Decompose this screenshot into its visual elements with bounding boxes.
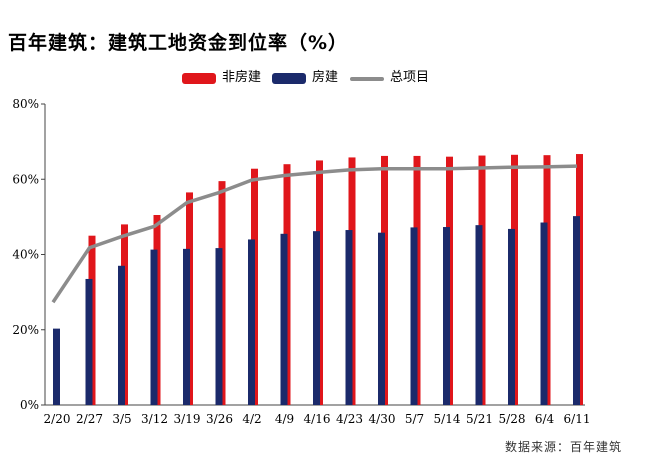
x-tick-label: 6/4 <box>535 412 555 426</box>
x-tick-label: 3/26 <box>206 412 233 426</box>
bar-housing <box>443 227 450 405</box>
bar-housing <box>508 228 515 405</box>
x-tick-label: 4/9 <box>275 412 294 426</box>
y-tick-label: 20% <box>12 323 39 337</box>
y-tick-label: 80% <box>12 97 39 111</box>
bar-housing <box>345 230 353 405</box>
bar-housing <box>280 233 288 405</box>
bar-housing <box>85 278 93 405</box>
legend-label-housing: 房建 <box>312 70 339 85</box>
bar-housing <box>540 222 548 405</box>
x-tick-label: 3/12 <box>141 412 168 426</box>
y-tick-label: 60% <box>12 172 39 186</box>
x-tick-label: 4/2 <box>242 412 261 426</box>
legend-label-non-housing: 非房建 <box>222 70 262 85</box>
x-tick-label: 2/27 <box>76 412 103 426</box>
bar-housing <box>573 216 580 405</box>
x-tick-label: 4/23 <box>336 412 363 426</box>
chart-title: 百年建筑：建筑工地资金到位率（%） <box>8 32 349 54</box>
bar-housing <box>118 265 125 405</box>
data-source: 数据来源：百年建筑 <box>504 440 622 454</box>
bar-housing <box>53 328 60 405</box>
legend-swatch-total <box>350 77 384 81</box>
legend-label-total: 总项目 <box>390 70 430 85</box>
x-tick-label: 2/20 <box>44 412 71 426</box>
bar-housing <box>248 239 255 405</box>
bar-housing <box>150 249 158 405</box>
bar-housing <box>313 231 320 405</box>
bar-housing <box>475 225 483 405</box>
bar-housing <box>378 232 385 405</box>
legend-swatch-housing <box>272 73 306 84</box>
legend-swatch-non-housing <box>182 73 216 84</box>
x-tick-label: 5/7 <box>405 412 424 426</box>
bar-housing <box>215 248 223 405</box>
x-tick-label: 5/14 <box>434 412 461 426</box>
x-tick-label: 5/21 <box>466 412 493 426</box>
x-tick-label: 3/19 <box>174 412 201 426</box>
x-tick-label: 6/11 <box>564 412 591 426</box>
line-total <box>51 164 578 304</box>
x-tick-label: 4/30 <box>369 412 396 426</box>
bar-housing <box>183 248 190 405</box>
y-tick-label: 0% <box>20 398 39 412</box>
x-tick-label: 4/16 <box>304 412 331 426</box>
x-tick-label: 5/28 <box>499 412 526 426</box>
bar-housing <box>410 227 418 405</box>
x-tick-label: 3/5 <box>112 412 131 426</box>
y-tick-label: 40% <box>12 248 39 262</box>
